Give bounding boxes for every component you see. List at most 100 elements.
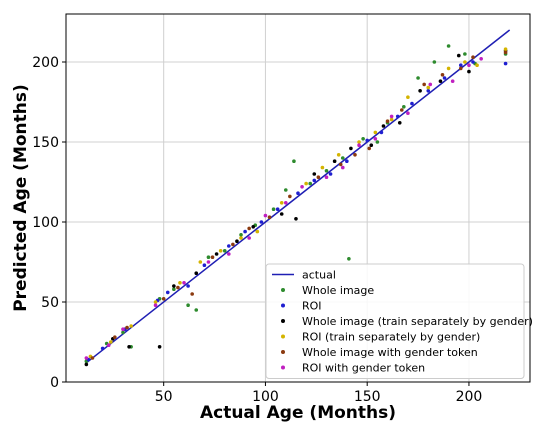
- data-point-series-1: [471, 60, 475, 64]
- data-point-series-3: [503, 47, 508, 51]
- data-point-series-2: [381, 124, 386, 128]
- data-point-series-1: [345, 159, 349, 163]
- data-point-series-2: [349, 146, 353, 151]
- legend-label: Whole image with gender token: [302, 346, 478, 359]
- data-point-series-2: [332, 159, 337, 163]
- data-point-series-4: [385, 119, 390, 123]
- data-point-series-0: [222, 249, 227, 253]
- data-point-series-0: [463, 52, 467, 56]
- data-point-series-4: [190, 292, 194, 296]
- data-point-series-4: [440, 73, 445, 77]
- data-point-series-0: [375, 140, 380, 144]
- data-point-series-2: [157, 345, 162, 349]
- data-point-series-4: [459, 66, 463, 71]
- data-point-series-0: [194, 308, 199, 312]
- data-point-series-3: [373, 130, 378, 135]
- y-tick-label: 50: [41, 295, 59, 311]
- data-point-series-2: [194, 271, 199, 276]
- data-point-series-3: [446, 66, 451, 71]
- data-point-series-0: [292, 159, 296, 163]
- legend-swatch: [281, 288, 285, 292]
- legend-label-actual: actual: [302, 269, 336, 282]
- data-point-series-0: [416, 76, 420, 80]
- plot-frame: [65, 13, 531, 383]
- y-axis-title: Predicted Age (Months): [11, 84, 31, 312]
- y-tick-label: 150: [32, 135, 59, 151]
- data-point-series-3: [279, 201, 284, 205]
- x-axis-ticks: 50 100 150 200: [155, 382, 482, 405]
- data-point-series-5: [357, 143, 361, 147]
- data-point-series-3: [357, 140, 361, 144]
- data-point-series-0: [361, 137, 365, 141]
- data-point-series-2: [251, 225, 256, 229]
- data-point-series-2: [294, 217, 298, 221]
- data-point-series-0: [283, 188, 288, 192]
- data-point-series-1: [379, 130, 384, 135]
- data-point-series-4: [176, 285, 180, 290]
- data-point-series-0: [432, 60, 437, 64]
- data-point-series-3: [178, 281, 182, 285]
- data-point-series-1: [100, 346, 105, 351]
- data-point-series-1: [227, 244, 231, 248]
- data-point-series-2: [456, 53, 461, 58]
- data-point-series-5: [206, 260, 211, 264]
- reference-line-group: [85, 29, 511, 364]
- data-point-series-5: [340, 165, 345, 170]
- data-point-series-0: [446, 44, 451, 48]
- data-point-series-3: [153, 300, 158, 304]
- data-point-series-5: [84, 356, 89, 360]
- data-point-series-1: [296, 191, 300, 195]
- legend-swatch: [281, 350, 285, 354]
- data-point-series-4: [367, 146, 372, 151]
- data-point-series-1: [410, 101, 414, 106]
- data-point-series-5: [428, 82, 433, 87]
- legend-label: Whole image: [302, 284, 374, 297]
- data-point-series-0: [324, 169, 329, 173]
- data-point-series-1: [442, 76, 447, 80]
- data-point-series-5: [106, 343, 111, 348]
- data-point-series-0: [340, 156, 345, 160]
- data-point-series-1: [165, 290, 170, 295]
- data-point-series-2: [397, 121, 402, 125]
- data-point-series-0: [172, 287, 176, 292]
- data-point-series-0: [271, 207, 276, 211]
- data-point-series-5: [300, 185, 304, 189]
- data-point-series-2: [369, 143, 374, 147]
- data-point-series-4: [113, 335, 117, 340]
- data-point-series-0: [308, 181, 313, 186]
- data-point-series-4: [471, 55, 475, 59]
- data-point-series-5: [389, 114, 394, 119]
- data-point-series-5: [121, 327, 125, 332]
- data-point-series-1: [365, 138, 369, 143]
- data-point-series-2: [84, 362, 89, 367]
- x-tick-label: 150: [354, 389, 381, 405]
- y-tick-label: 0: [50, 375, 59, 391]
- data-point-series-0: [206, 255, 211, 259]
- data-point-series-1: [503, 61, 508, 66]
- data-point-series-2: [235, 239, 239, 243]
- data-point-series-2: [214, 252, 219, 256]
- y-axis-ticks: 0 50 100 150 200: [32, 55, 66, 391]
- y-tick-label: 100: [32, 215, 59, 231]
- legend-frame: [265, 263, 525, 379]
- data-point-series-3: [389, 117, 394, 122]
- data-point-series-4: [247, 226, 251, 231]
- data-point-series-3: [108, 340, 113, 344]
- data-point-series-5: [263, 213, 268, 218]
- data-point-series-5: [247, 236, 251, 240]
- data-point-series-1: [275, 207, 280, 211]
- y-tick-label: 200: [32, 55, 59, 71]
- data-point-series-4: [353, 153, 357, 157]
- data-point-series-5: [406, 111, 410, 115]
- data-point-series-4: [288, 194, 292, 199]
- data-point-series-5: [467, 63, 471, 67]
- data-point-series-1: [259, 220, 264, 224]
- data-point-series-3: [426, 85, 431, 90]
- data-point-series-1: [328, 172, 333, 176]
- data-point-series-0: [402, 105, 406, 109]
- legend-swatch: [281, 303, 285, 308]
- data-point-series-3: [198, 260, 203, 264]
- legend-swatch: [281, 365, 285, 370]
- legend-label: ROI: [302, 300, 322, 313]
